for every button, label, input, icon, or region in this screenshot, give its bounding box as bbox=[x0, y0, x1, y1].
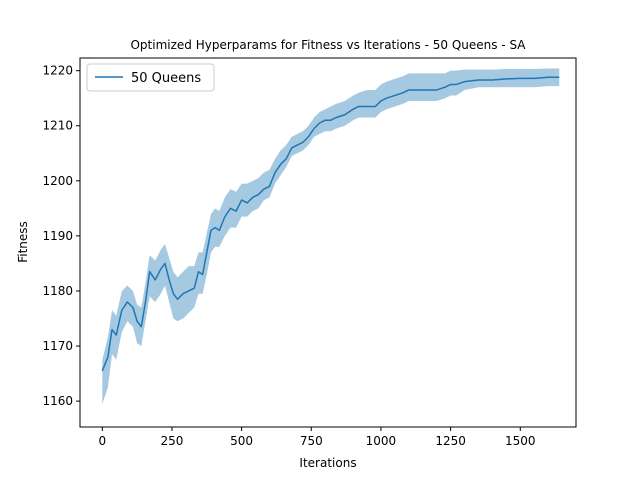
y-axis-ticks: 1160 1170 1180 1190 1200 1210 1220 bbox=[42, 64, 80, 408]
y-tick-label: 1200 bbox=[42, 174, 73, 188]
y-axis-label: Fitness bbox=[16, 221, 30, 263]
chart-title: Optimized Hyperparams for Fitness vs Ite… bbox=[130, 38, 526, 52]
series-line-50-queens bbox=[101, 76, 560, 372]
x-tick-label: 250 bbox=[161, 434, 184, 448]
x-axis-label: Iterations bbox=[299, 456, 356, 470]
plot-area bbox=[101, 68, 560, 404]
x-axis-ticks: 0 250 500 750 1000 1250 1500 bbox=[98, 427, 536, 448]
y-tick-label: 1190 bbox=[42, 229, 73, 243]
x-tick-label: 500 bbox=[230, 434, 253, 448]
legend: 50 Queens bbox=[86, 63, 215, 92]
x-tick-label: 1500 bbox=[505, 434, 536, 448]
x-tick-label: 0 bbox=[98, 434, 106, 448]
y-tick-label: 1210 bbox=[42, 119, 73, 133]
y-tick-label: 1180 bbox=[42, 284, 73, 298]
y-tick-label: 1220 bbox=[42, 64, 73, 78]
x-tick-label: 1000 bbox=[366, 434, 397, 448]
x-tick-label: 750 bbox=[300, 434, 323, 448]
y-tick-label: 1160 bbox=[42, 394, 73, 408]
y-tick-label: 1170 bbox=[42, 339, 73, 353]
x-tick-label: 1250 bbox=[435, 434, 466, 448]
legend-box bbox=[86, 63, 215, 92]
legend-label-50-queens: 50 Queens bbox=[131, 71, 201, 86]
axes-frame bbox=[79, 57, 577, 428]
